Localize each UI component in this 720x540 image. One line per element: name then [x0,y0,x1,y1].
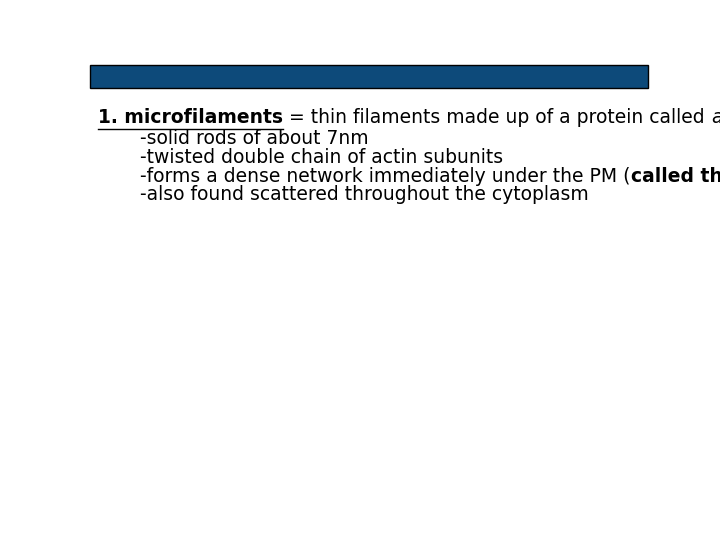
Text: 1. microfilaments: 1. microfilaments [99,109,284,127]
Text: -solid rods of about 7nm: -solid rods of about 7nm [140,129,369,149]
Text: called the cortex: called the cortex [631,167,720,186]
Text: actin: actin [711,109,720,127]
Text: -forms a dense network immediately under the PM (: -forms a dense network immediately under… [140,167,631,186]
Text: = thin filaments made up of a protein called: = thin filaments made up of a protein ca… [284,109,711,127]
Text: -also found scattered throughout the cytoplasm: -also found scattered throughout the cyt… [140,185,589,204]
FancyBboxPatch shape [90,65,648,87]
Text: -twisted double chain of actin subunits: -twisted double chain of actin subunits [140,148,503,167]
